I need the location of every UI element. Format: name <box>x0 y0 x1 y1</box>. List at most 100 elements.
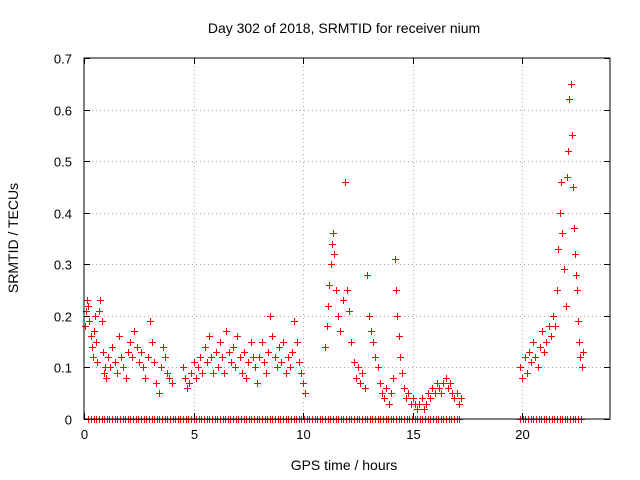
plot-frame <box>83 57 611 420</box>
data-point <box>401 385 408 392</box>
data-point <box>296 359 303 366</box>
data-point <box>138 349 145 356</box>
data-point <box>82 323 89 330</box>
data-point <box>215 364 222 371</box>
y-tick-label: 0.1 <box>54 361 72 376</box>
data-point <box>285 354 292 361</box>
data-point <box>291 318 298 325</box>
data-point <box>328 261 335 268</box>
data-point <box>228 359 235 366</box>
data-point <box>528 359 535 366</box>
y-tick-label: 0.7 <box>54 52 72 67</box>
data-point <box>368 328 375 335</box>
data-point <box>245 359 252 366</box>
data-point <box>261 359 268 366</box>
data-point <box>532 354 539 361</box>
data-point <box>535 364 542 371</box>
data-point <box>142 375 149 382</box>
data-point <box>164 370 171 377</box>
data-point <box>326 282 333 289</box>
data-point <box>129 354 136 361</box>
data-point <box>302 390 309 397</box>
data-point <box>93 339 100 346</box>
data-point <box>88 333 95 340</box>
y-tick-label: 0.3 <box>54 258 72 273</box>
data-point <box>92 313 99 320</box>
data-point <box>456 401 463 408</box>
data-point <box>127 339 134 346</box>
data-point <box>386 401 393 408</box>
data-point <box>565 148 572 155</box>
data-point <box>410 395 417 402</box>
data-point <box>388 390 395 397</box>
data-point <box>335 313 342 320</box>
data-point <box>116 333 123 340</box>
data-point <box>443 375 450 382</box>
data-point <box>283 370 290 377</box>
data-point <box>429 385 436 392</box>
data-point <box>579 364 586 371</box>
data-point <box>100 349 107 356</box>
data-point <box>351 359 358 366</box>
data-point <box>447 380 454 387</box>
data-point <box>250 354 257 361</box>
data-point <box>559 230 566 237</box>
y-tick-label: 0.4 <box>54 207 72 222</box>
data-point <box>555 246 562 253</box>
data-point <box>379 390 386 397</box>
data-point <box>325 303 332 310</box>
data-points <box>82 81 587 423</box>
data-point <box>451 395 458 402</box>
data-point <box>414 406 421 413</box>
data-point <box>219 354 226 361</box>
data-point <box>280 339 287 346</box>
data-point <box>346 308 353 315</box>
data-point <box>458 395 465 402</box>
data-point <box>94 359 101 366</box>
data-point <box>193 375 200 382</box>
data-point <box>96 308 103 315</box>
data-point <box>526 349 533 356</box>
data-point <box>425 390 432 397</box>
data-point <box>230 344 237 351</box>
chart-title: Day 302 of 2018, SRMTID for receiver niu… <box>208 20 480 36</box>
data-point <box>208 354 215 361</box>
data-point <box>213 349 220 356</box>
data-point <box>366 313 373 320</box>
data-point <box>519 375 526 382</box>
y-axis-title: SRMTID / TECUs <box>5 183 21 293</box>
data-point <box>576 339 583 346</box>
data-point <box>160 344 167 351</box>
data-point <box>226 349 233 356</box>
axis-ticks: 0 0.1 0.2 0.3 0.4 0.5 0.6 0.7 0 5 10 15 20 <box>54 52 610 442</box>
data-point <box>370 339 377 346</box>
data-point <box>454 390 461 397</box>
data-point <box>421 406 428 413</box>
data-point <box>564 174 571 181</box>
y-tick-label: 0.5 <box>54 155 72 170</box>
data-point <box>210 370 217 377</box>
data-point <box>136 359 143 366</box>
data-point <box>348 339 355 346</box>
data-point <box>298 370 305 377</box>
data-point <box>188 370 195 377</box>
y-tick-label: 0.6 <box>54 104 72 119</box>
data-point <box>557 210 564 217</box>
data-point <box>329 241 336 248</box>
data-point <box>256 354 263 361</box>
data-point <box>574 287 581 294</box>
data-point <box>436 385 443 392</box>
data-point <box>383 385 390 392</box>
data-point <box>530 339 537 346</box>
data-point <box>300 380 307 387</box>
data-point <box>416 401 423 408</box>
data-point <box>101 370 108 377</box>
data-point <box>568 81 575 88</box>
data-point <box>259 339 266 346</box>
data-point <box>134 344 141 351</box>
data-point <box>342 179 349 186</box>
data-point <box>186 380 193 387</box>
data-point <box>90 354 97 361</box>
data-point <box>269 333 276 340</box>
data-point <box>517 364 524 371</box>
